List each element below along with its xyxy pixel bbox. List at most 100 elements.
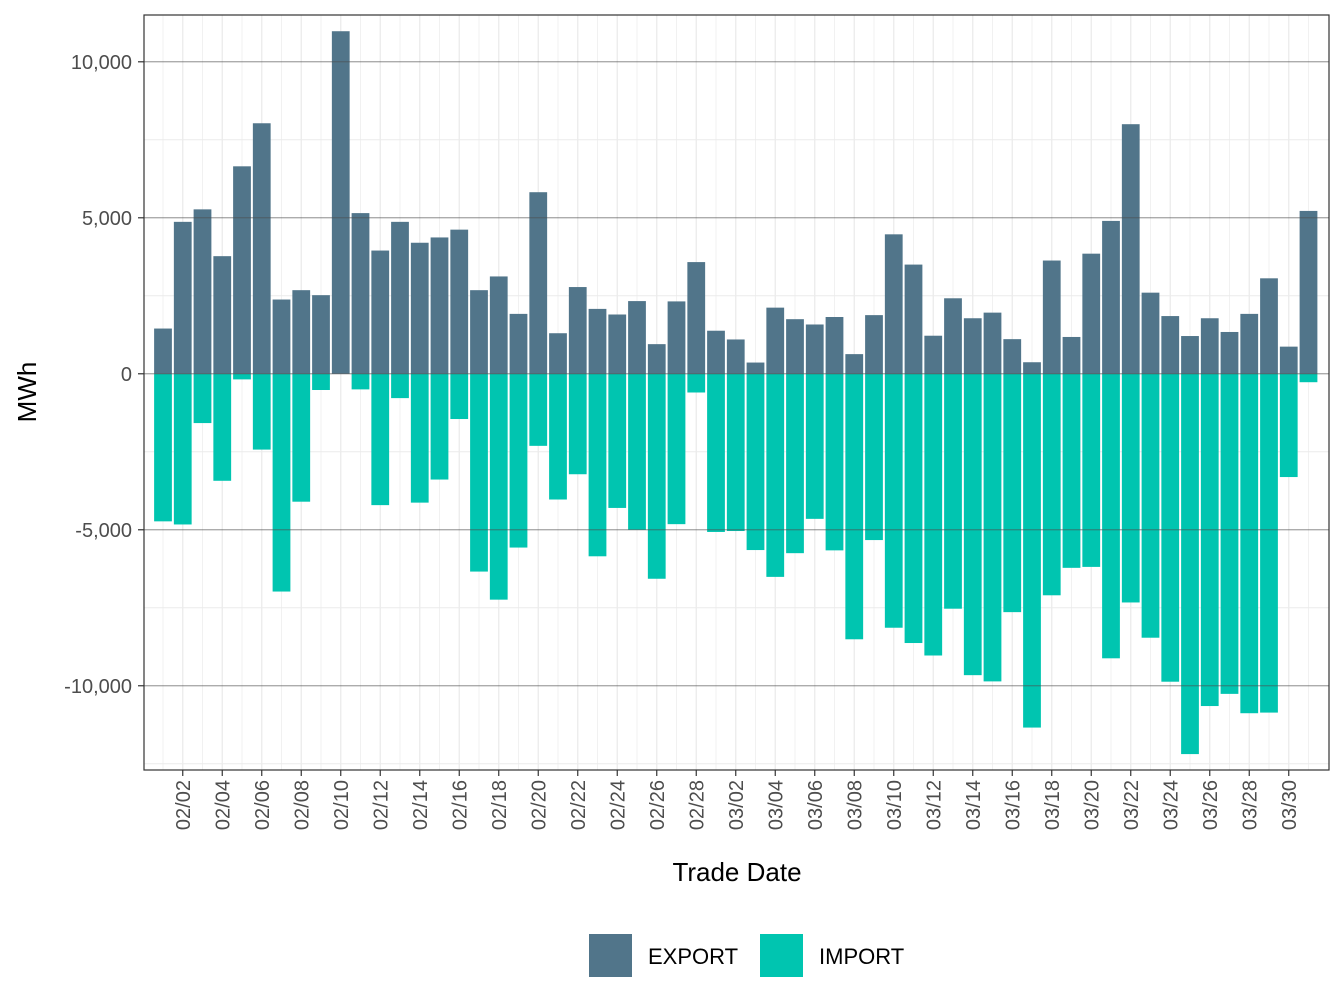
bar-export-02-14 <box>410 242 429 374</box>
bar-import-02-08 <box>292 373 311 502</box>
bar-export-03-28 <box>1240 313 1259 374</box>
bar-import-03-12 <box>924 373 943 656</box>
bar-export-02-18 <box>489 276 508 374</box>
bar-export-02-09 <box>312 295 330 374</box>
bar-import-02-12 <box>371 373 390 506</box>
bar-export-02-26 <box>647 344 666 374</box>
bar-import-02-24 <box>608 373 627 508</box>
bar-export-02-03 <box>193 209 212 374</box>
bar-export-03-08 <box>845 354 864 374</box>
bar-import-03-22 <box>1121 373 1140 603</box>
x-tick-label: 02/12 <box>370 780 392 830</box>
bar-export-02-01 <box>154 328 172 374</box>
bar-import-02-21 <box>549 373 567 500</box>
bar-import-03-30 <box>1279 373 1298 478</box>
bar-import-02-01 <box>154 373 172 522</box>
bar-import-03-01 <box>707 373 725 532</box>
bar-import-02-27 <box>667 373 686 525</box>
bar-export-03-21 <box>1102 220 1120 374</box>
bar-export-03-15 <box>983 312 1002 374</box>
x-tick-label: 02/16 <box>449 780 471 830</box>
bar-export-03-13 <box>944 298 962 374</box>
bar-export-03-05 <box>786 319 804 374</box>
bar-import-02-17 <box>470 373 488 572</box>
bar-import-02-25 <box>628 373 646 530</box>
x-tick-label: 02/24 <box>607 780 629 830</box>
bar-import-02-22 <box>568 373 587 475</box>
bar-import-03-11 <box>904 373 923 644</box>
bar-import-02-15 <box>430 373 449 480</box>
y-tick-label: 0 <box>121 364 132 386</box>
bar-export-02-28 <box>687 262 706 374</box>
bar-import-02-05 <box>233 373 251 380</box>
bar-export-02-24 <box>608 314 627 374</box>
bar-export-03-20 <box>1082 253 1101 374</box>
bar-export-03-31 <box>1299 210 1318 374</box>
bar-export-03-29 <box>1260 278 1278 374</box>
bar-export-03-12 <box>924 335 943 374</box>
bar-import-02-14 <box>410 373 429 503</box>
bar-export-02-23 <box>588 308 607 374</box>
bar-export-02-19 <box>509 313 528 374</box>
x-tick-label: 03/28 <box>1239 780 1261 830</box>
bar-export-02-13 <box>391 221 409 374</box>
bar-export-03-25 <box>1181 336 1199 374</box>
bar-import-03-05 <box>786 373 804 554</box>
bar-import-03-26 <box>1200 373 1219 707</box>
bar-import-03-03 <box>746 373 765 551</box>
x-axis-title: Trade Date <box>672 857 801 887</box>
bar-export-02-08 <box>292 290 311 374</box>
x-tick-label: 02/10 <box>331 780 353 830</box>
bar-export-03-18 <box>1042 260 1061 374</box>
x-tick-label: 03/20 <box>1081 780 1103 830</box>
bar-import-03-17 <box>1023 373 1041 728</box>
bar-export-03-10 <box>884 234 903 374</box>
bar-import-03-02 <box>726 373 745 532</box>
bar-import-03-23 <box>1141 373 1160 638</box>
y-tick-label: -5,000 <box>75 520 132 542</box>
bar-export-03-01 <box>707 330 725 374</box>
bar-export-03-26 <box>1200 318 1219 374</box>
bar-export-03-24 <box>1161 316 1180 374</box>
x-tick-label: 03/08 <box>844 780 866 830</box>
bar-export-02-10 <box>331 31 350 374</box>
bar-export-02-21 <box>549 333 567 374</box>
bar-export-03-09 <box>865 315 883 374</box>
bar-export-03-30 <box>1279 346 1298 374</box>
bar-export-03-17 <box>1023 362 1041 374</box>
x-tick-label: 03/18 <box>1042 780 1064 830</box>
bar-export-03-11 <box>904 264 923 374</box>
y-tick-label: 10,000 <box>71 52 132 74</box>
bar-import-03-04 <box>766 373 785 577</box>
bar-import-03-20 <box>1082 373 1101 567</box>
bar-export-03-27 <box>1220 331 1239 374</box>
x-tick-label: 03/26 <box>1200 780 1222 830</box>
legend: EXPORT IMPORT <box>589 934 904 977</box>
x-tick-label: 02/20 <box>528 780 550 830</box>
bar-export-03-22 <box>1121 124 1140 374</box>
bar-import-02-19 <box>509 373 528 548</box>
x-tick-label: 03/12 <box>923 780 945 830</box>
bar-export-02-05 <box>233 166 251 374</box>
x-tick-label: 02/26 <box>647 780 669 830</box>
bar-import-03-25 <box>1181 373 1199 755</box>
bar-export-03-14 <box>963 318 982 374</box>
legend-label-export: EXPORT <box>648 944 738 969</box>
bar-export-02-11 <box>351 213 370 374</box>
bar-import-03-24 <box>1161 373 1180 682</box>
bar-import-02-26 <box>647 373 666 579</box>
bar-import-03-19 <box>1062 373 1081 568</box>
bar-import-03-14 <box>963 373 982 676</box>
x-tick-label: 03/02 <box>726 780 748 830</box>
bar-import-02-07 <box>272 373 291 592</box>
bar-export-02-22 <box>568 287 587 374</box>
bar-import-03-09 <box>865 373 883 541</box>
bar-import-02-23 <box>588 373 607 557</box>
bar-import-03-29 <box>1260 373 1278 713</box>
bar-import-02-03 <box>193 373 212 424</box>
x-tick-label: 03/10 <box>884 780 906 830</box>
bar-import-02-20 <box>529 373 548 446</box>
bar-export-03-02 <box>726 339 745 374</box>
bar-export-02-27 <box>667 301 686 374</box>
